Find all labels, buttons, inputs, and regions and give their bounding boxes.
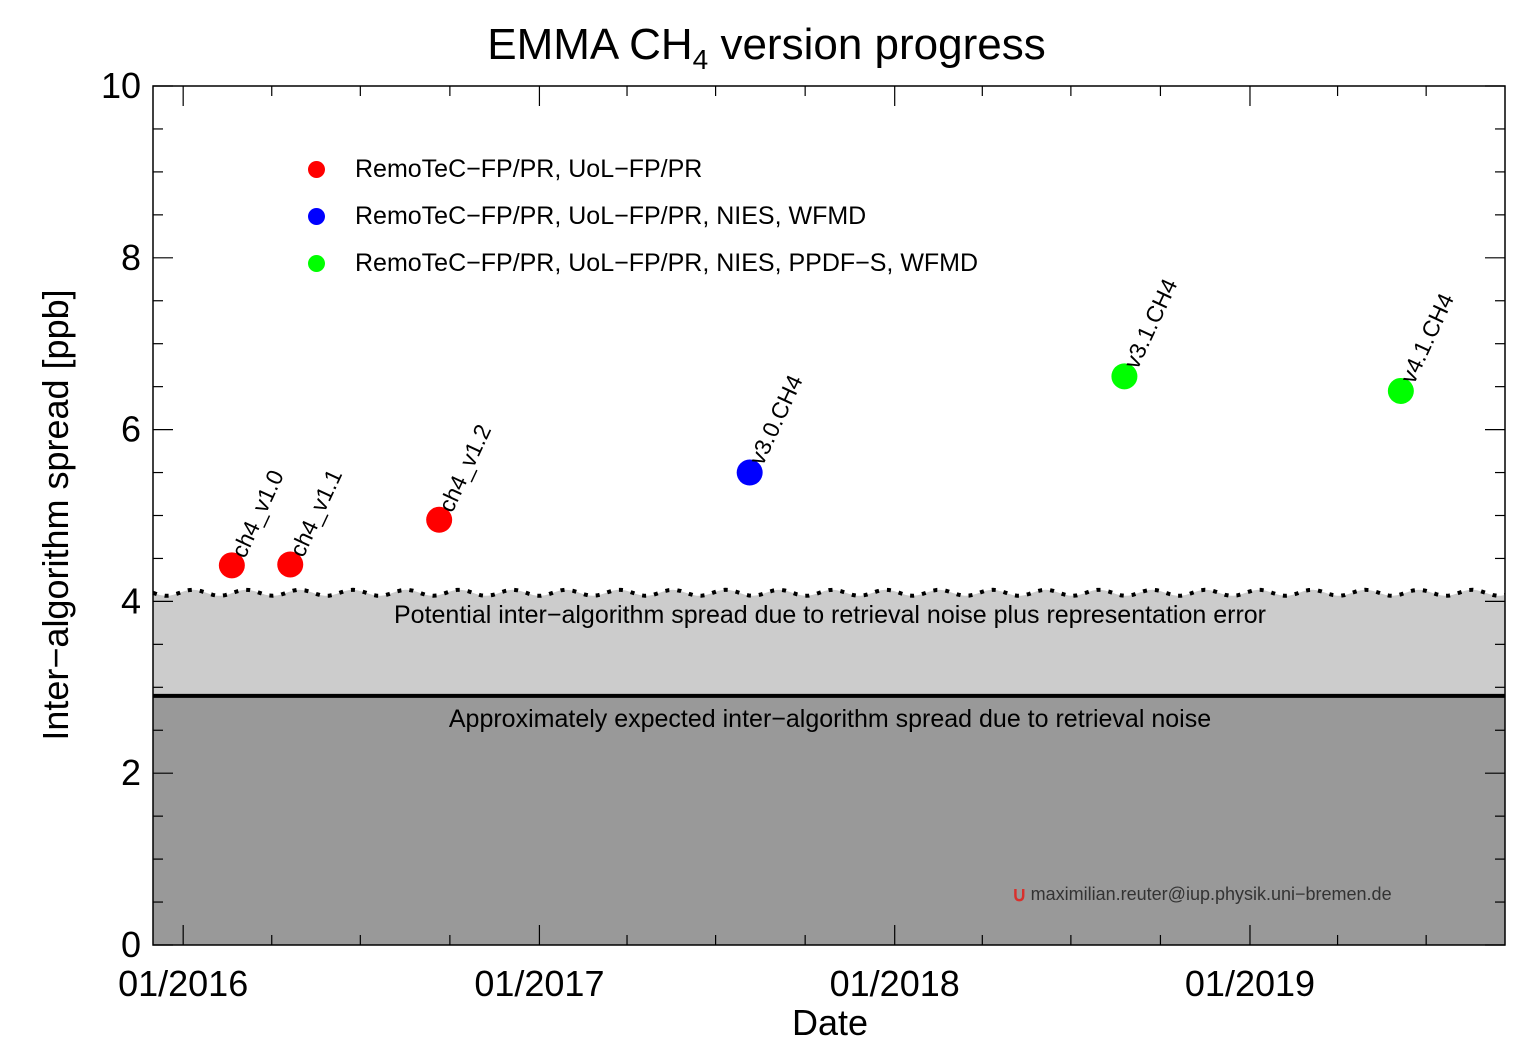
legend-marker [308,255,325,272]
legend-item: RemoTeC−FP/PR, UoL−FP/PR, NIES, PPDF−S, … [308,240,978,287]
x-tick-label: 01/2016 [118,963,248,1004]
legend-label: RemoTeC−FP/PR, UoL−FP/PR, NIES, WFMD [355,202,867,230]
x-tick-label: 01/2019 [1185,963,1315,1004]
y-tick-label: 4 [121,580,141,621]
y-tick-label: 10 [101,65,141,106]
y-tick-label: 8 [121,237,141,278]
data-point [1111,363,1138,390]
y-axis-title: Inter−algorithm spread [ppb] [35,289,76,741]
y-tick-label: 6 [121,409,141,450]
upper-band-edge [152,587,1506,598]
upper-band-label: Potential inter−algorithm spread due to … [393,601,1266,629]
data-point-label: ch4_v1.1 [284,465,347,561]
data-point [277,551,304,578]
legend-item: RemoTeC−FP/PR, UoL−FP/PR [308,146,978,193]
legend-item: RemoTeC−FP/PR, UoL−FP/PR, NIES, WFMD [308,193,978,240]
data-point-label: v3.1.CH4 [1118,274,1182,372]
data-point [426,506,453,533]
data-point-label: ch4_v1.0 [226,466,289,562]
legend: RemoTeC−FP/PR, UoL−FP/PR RemoTeC−FP/PR, … [308,146,978,287]
credit: ∪ maximilian.reuter@iup.physik.uni−breme… [1012,882,1392,907]
legend-marker [308,161,325,178]
legend-label: RemoTeC−FP/PR, UoL−FP/PR, NIES, PPDF−S, … [355,249,979,277]
legend-label: RemoTeC−FP/PR, UoL−FP/PR [355,155,703,183]
y-tick-label: 0 [121,924,141,965]
x-axis-title: Date [791,1002,869,1043]
data-point [1387,377,1414,404]
x-tick-label: 01/2017 [474,963,604,1004]
lower-band [153,695,1505,945]
data-point [218,552,245,579]
data-point-label: v3.0.CH4 [744,371,808,469]
data-point-label: v4.1.CH4 [1395,289,1459,387]
data-point-label: ch4_v1.2 [433,420,496,516]
lower-band-label: Approximately expected inter−algorithm s… [448,705,1212,733]
university-logo-icon: ∪ [1012,884,1027,906]
chart-title: EMMA CH4 version progress [487,20,1046,75]
legend-marker [308,208,325,225]
data-point [736,459,763,486]
y-tick-label: 2 [121,752,141,793]
credit-email: maximilian.reuter@iup.physik.uni−bremen.… [1030,884,1392,904]
x-tick-label: 01/2018 [830,963,960,1004]
